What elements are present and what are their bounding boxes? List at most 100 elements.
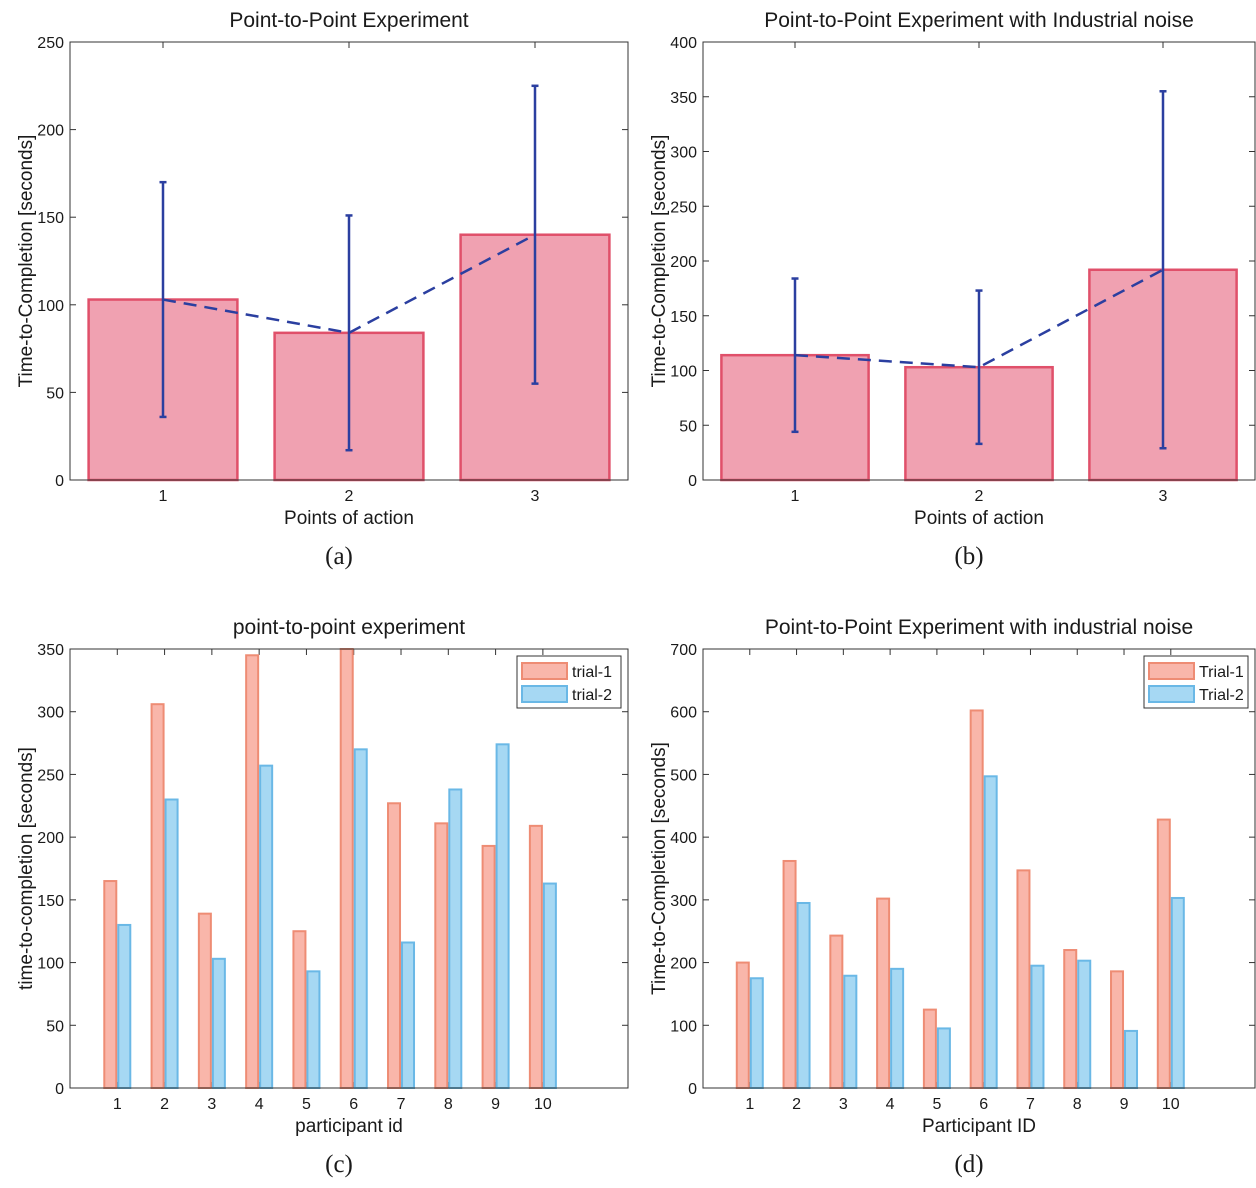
x-tick-label: 7 bbox=[1026, 1096, 1035, 1113]
y-tick-label: 200 bbox=[670, 956, 697, 973]
y-tick-label: 350 bbox=[670, 90, 697, 107]
x-tick-label: 3 bbox=[839, 1096, 848, 1113]
bar-series-1 bbox=[922, 1008, 937, 1089]
x-tick-label: 3 bbox=[1159, 488, 1168, 505]
bar-series-1 bbox=[197, 912, 212, 1090]
bar-series-1 bbox=[103, 880, 118, 1089]
legend-label-series-2: Trial-2 bbox=[1199, 687, 1244, 704]
y-tick-label: 500 bbox=[670, 767, 697, 784]
x-axis-label: Points of action bbox=[284, 508, 414, 529]
y-tick-label: 200 bbox=[670, 254, 697, 271]
y-tick-label: 0 bbox=[55, 473, 64, 490]
bar-series-1 bbox=[481, 844, 496, 1089]
x-tick-label: 9 bbox=[1120, 1096, 1129, 1113]
bar-series-1 bbox=[1016, 869, 1031, 1089]
y-axis-label: time-to-completion [seconds] bbox=[16, 747, 37, 990]
legend: Trial-1 Trial-2 bbox=[1143, 655, 1249, 709]
y-tick-label: 250 bbox=[670, 199, 697, 216]
chart-panel-2: 0 50 100 150 200 250 300 350 400 1 2 3 Point-to-Poin… bbox=[649, 9, 1256, 570]
chart-panel-4: 0 100 200 300 400 500 600 700 1 2 3 4 5 6 7 8 9 10 Trial-1… bbox=[649, 616, 1256, 1178]
bar-series-2 bbox=[1124, 1029, 1139, 1090]
bar-series-2 bbox=[1170, 896, 1185, 1089]
x-axis-label: Points of action bbox=[914, 508, 1044, 529]
y-tick-label: 200 bbox=[37, 123, 64, 140]
y-tick-label: 200 bbox=[37, 830, 64, 847]
panel-caption: (c) bbox=[325, 1151, 353, 1178]
bar-series-1 bbox=[1063, 949, 1078, 1089]
x-tick-label: 1 bbox=[791, 488, 800, 505]
y-tick-label: 150 bbox=[37, 210, 64, 227]
y-tick-label: 100 bbox=[37, 956, 64, 973]
chart-title: Point-to-Point Experiment with industria… bbox=[765, 616, 1193, 639]
chart-title: Point-to-Point Experiment bbox=[229, 9, 468, 32]
bar-series-2 bbox=[259, 764, 274, 1089]
bar-series-1 bbox=[969, 709, 984, 1090]
x-tick-label: 6 bbox=[349, 1096, 358, 1113]
x-tick-label: 3 bbox=[531, 488, 540, 505]
bar-series-2 bbox=[890, 967, 905, 1089]
x-tick-label: 8 bbox=[1073, 1096, 1082, 1113]
bar-series-1 bbox=[245, 654, 260, 1089]
panel-caption: (b) bbox=[954, 543, 983, 570]
bar-series-2 bbox=[353, 748, 368, 1089]
bar-series-2 bbox=[749, 977, 764, 1089]
y-tick-label: 300 bbox=[37, 705, 64, 722]
y-tick-label: 50 bbox=[679, 418, 697, 435]
y-tick-label: 100 bbox=[37, 298, 64, 315]
axis-frame bbox=[69, 648, 629, 1089]
bar-series-2 bbox=[211, 957, 226, 1090]
bar-series-2 bbox=[796, 901, 811, 1089]
x-tick-label: 2 bbox=[975, 488, 984, 505]
x-tick-label: 6 bbox=[979, 1096, 988, 1113]
bar-series-2 bbox=[936, 1027, 951, 1089]
y-tick-label: 0 bbox=[55, 1081, 64, 1098]
x-tick-label: 1 bbox=[159, 488, 168, 505]
mean-line bbox=[794, 268, 1164, 369]
y-tick-label: 400 bbox=[670, 830, 697, 847]
x-tick-label: 5 bbox=[302, 1096, 311, 1113]
x-tick-label: 9 bbox=[491, 1096, 500, 1113]
x-tick-label: 10 bbox=[534, 1096, 552, 1113]
y-axis-label: Time-to-Completion [seconds] bbox=[649, 742, 670, 995]
x-tick-label: 1 bbox=[745, 1096, 754, 1113]
bar-series-1 bbox=[735, 961, 750, 1089]
bar-series-2 bbox=[164, 798, 179, 1089]
legend-label-series-2: trial-2 bbox=[572, 687, 612, 704]
chart-title: point-to-point experiment bbox=[233, 616, 465, 639]
y-tick-label: 600 bbox=[670, 705, 697, 722]
x-tick-label: 2 bbox=[792, 1096, 801, 1113]
bar-series-2 bbox=[448, 788, 463, 1089]
bar-series-1 bbox=[339, 648, 354, 1089]
bar-series-2 bbox=[401, 941, 416, 1090]
y-tick-label: 150 bbox=[670, 309, 697, 326]
bar-series-1 bbox=[292, 930, 307, 1090]
bar-series-2 bbox=[495, 743, 510, 1090]
y-tick-label: 0 bbox=[688, 473, 697, 490]
y-tick-label: 250 bbox=[37, 35, 64, 52]
x-tick-label: 5 bbox=[932, 1096, 941, 1113]
x-tick-label: 4 bbox=[886, 1096, 895, 1113]
y-axis-label: Time-to-Completion [seconds] bbox=[649, 135, 670, 388]
x-tick-label: 10 bbox=[1162, 1096, 1180, 1113]
bar-series-1 bbox=[1110, 970, 1125, 1090]
bar-series-1 bbox=[387, 802, 402, 1090]
y-tick-label: 100 bbox=[670, 364, 697, 381]
legend-swatch-series-1 bbox=[521, 662, 568, 680]
bar-series-2 bbox=[542, 882, 557, 1090]
y-tick-label: 400 bbox=[670, 35, 697, 52]
legend-swatch-series-2 bbox=[1148, 685, 1195, 703]
x-tick-label: 7 bbox=[397, 1096, 406, 1113]
y-tick-label: 700 bbox=[670, 642, 697, 659]
x-tick-label: 1 bbox=[113, 1096, 122, 1113]
bar-series-1 bbox=[1156, 818, 1171, 1090]
y-tick-label: 50 bbox=[46, 1018, 64, 1035]
x-axis-label: participant id bbox=[295, 1116, 403, 1137]
y-tick-label: 350 bbox=[37, 642, 64, 659]
bar-series-1 bbox=[782, 859, 797, 1090]
y-axis-label: Time-to-Completion [seconds] bbox=[16, 135, 37, 388]
bar-series-1 bbox=[150, 703, 165, 1090]
bar-series-1 bbox=[434, 822, 449, 1089]
